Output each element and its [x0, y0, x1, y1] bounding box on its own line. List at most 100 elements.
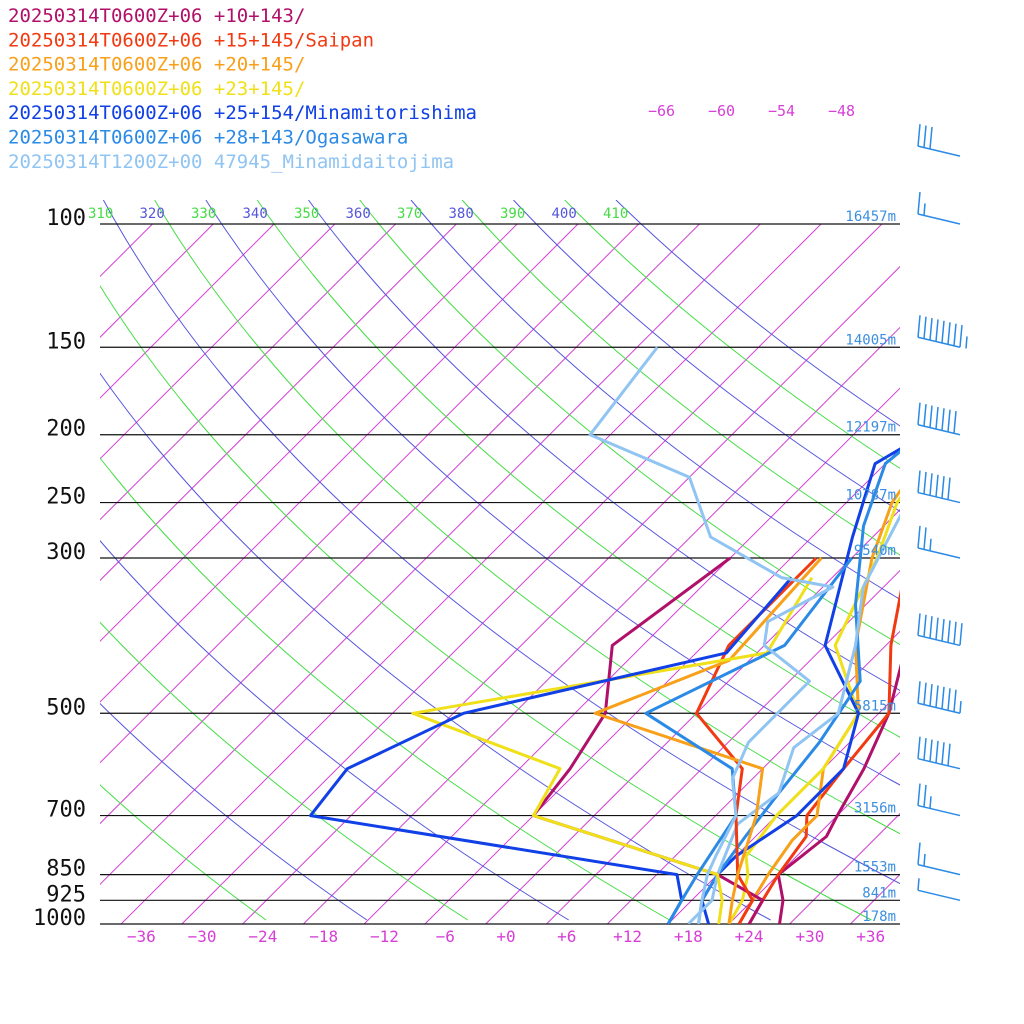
wind-barb-flag	[923, 682, 927, 705]
wind-barb-flag	[917, 315, 921, 338]
wind-barb-flag	[941, 320, 945, 343]
wind-barb	[917, 878, 961, 902]
wind-barb-flag	[941, 686, 945, 709]
isotherm-line	[303, 326, 900, 924]
dry-adiabat-line	[100, 621, 469, 921]
wind-barb-flag	[935, 685, 939, 708]
background-grid	[100, 200, 1024, 924]
theta-label: 350	[294, 206, 319, 222]
dewpoint-profile	[695, 556, 818, 924]
wind-barb-flag	[917, 402, 921, 425]
wind-barb-flag	[941, 742, 945, 765]
upper-isotherm-label: −54	[768, 102, 795, 120]
temperature-tick-label: +36	[856, 927, 885, 946]
wind-barb-flag	[917, 470, 921, 493]
height-label: 12197m	[845, 420, 896, 436]
wind-barb-flag	[923, 404, 927, 427]
isotherm-line	[789, 812, 900, 924]
dry-adiabat-line	[205, 200, 900, 786]
wind-barb-flag	[941, 618, 945, 642]
isotherm-line	[100, 223, 396, 521]
isotherm-line	[100, 223, 640, 764]
pressure-label: 925	[46, 882, 86, 907]
height-label: 16457m	[845, 209, 896, 225]
pressure-label: 850	[46, 857, 86, 882]
legend-entry: 20250314T0600Z+06 +10+143/	[8, 5, 305, 27]
temperature-tick-label: +30	[795, 927, 824, 946]
isotherm-line	[100, 223, 700, 825]
wind-barb-staff	[917, 491, 961, 504]
dry-adiabat-line	[359, 200, 900, 646]
temperature-profile	[697, 449, 900, 924]
wind-barb-flag	[929, 126, 933, 150]
wind-barb-flag	[947, 322, 951, 345]
pressure-label: 250	[46, 485, 86, 510]
isotherm-line	[546, 569, 900, 924]
dry-adiabat-line	[461, 200, 900, 556]
dry-adiabat-line	[102, 200, 900, 885]
isotherm-line	[120, 223, 822, 924]
isotherm-line	[100, 223, 579, 703]
theta-label: 400	[552, 206, 577, 222]
wind-barb-staff	[917, 423, 961, 436]
dewpoint-profile	[588, 346, 835, 924]
wind-barb-flag	[917, 191, 921, 215]
wind-barb-flag	[923, 125, 927, 148]
height-label: 14005m	[845, 332, 896, 348]
wind-barb-flag	[953, 689, 957, 712]
dry-adiabat-line	[100, 372, 771, 921]
dry-adiabat-line	[100, 539, 569, 921]
wind-barb-flag	[929, 473, 933, 496]
dry-adiabat-line	[564, 200, 900, 469]
isotherm-line	[667, 691, 900, 924]
theta-label: 320	[140, 206, 165, 222]
wind-barb-flag	[959, 324, 963, 348]
temperature-profile	[776, 663, 900, 924]
wind-barb-staff	[917, 757, 961, 770]
wind-barb-flag	[935, 474, 939, 497]
wind-barb-flag	[947, 743, 951, 766]
upper-isotherm-label: −66	[648, 102, 675, 120]
wind-barb	[917, 613, 963, 647]
pressure-label: 1000	[33, 906, 86, 931]
height-label: 3156m	[854, 801, 896, 817]
wind-barb-flag	[917, 842, 921, 865]
dry-adiabat-line	[154, 200, 900, 835]
wind-barb-flag	[923, 614, 927, 637]
temperature-profile	[747, 589, 900, 924]
temperature-tick-label: +6	[557, 927, 576, 946]
theta-label: 380	[449, 206, 474, 222]
dewpoint-profile	[593, 556, 823, 924]
isotherm-line	[972, 224, 1024, 924]
wind-barb-staff	[917, 889, 961, 902]
wind-barb-flag	[935, 740, 939, 763]
temperature-tick-label: −18	[309, 927, 338, 946]
wind-barb	[917, 315, 968, 349]
wind-barb-flag	[917, 613, 921, 636]
height-label: 9540m	[854, 543, 896, 559]
wind-barb-half-flag	[923, 853, 926, 867]
isotherm-line	[911, 224, 1024, 924]
wind-barb-flag	[929, 405, 933, 428]
dry-adiabat-line	[100, 784, 267, 921]
temperature-tick-label: −6	[436, 927, 455, 946]
theta-label: 340	[243, 206, 268, 222]
isotherm-line	[424, 448, 900, 924]
temperature-profile	[737, 488, 900, 924]
pressure-label: 500	[46, 695, 86, 720]
legend: 20250314T0600Z+06 +10+143/20250314T0600Z…	[8, 5, 477, 173]
dry-adiabat-line	[513, 200, 900, 512]
wind-barb-flag	[935, 617, 939, 640]
dry-adiabat-line	[256, 200, 900, 738]
wind-barb-flag	[941, 408, 945, 431]
temperature-tick-label: −36	[127, 927, 156, 946]
wind-barb-half-flag	[917, 878, 920, 891]
wind-barb-staff	[917, 547, 961, 559]
theta-label: 370	[397, 206, 422, 222]
dewpoint-profile	[411, 576, 814, 924]
wind-barb-half-flag	[959, 701, 962, 714]
wind-barb	[917, 402, 961, 436]
wind-barb-flag	[941, 476, 945, 499]
theta-label: 330	[191, 206, 216, 222]
wind-barb-staff	[917, 804, 961, 817]
